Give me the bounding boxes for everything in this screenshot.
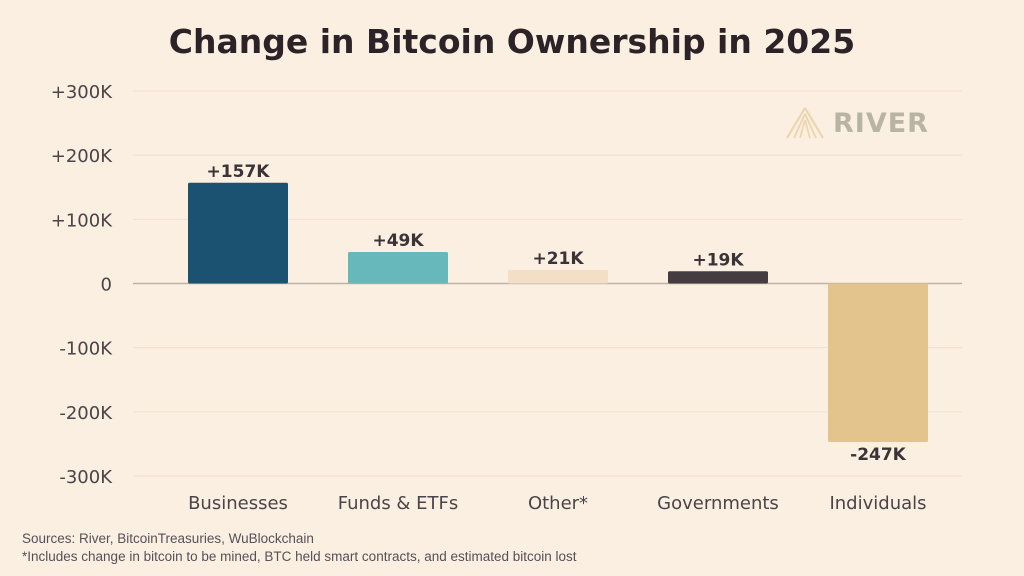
category-label: Governments: [657, 493, 779, 514]
category-label: Businesses: [188, 493, 288, 514]
bar: [828, 283, 928, 442]
data-label: +49K: [372, 231, 424, 251]
y-tick-label: -300K: [59, 467, 113, 488]
bar: [508, 270, 608, 284]
y-tick-label: +200K: [51, 146, 113, 167]
category-label: Funds & ETFs: [338, 493, 459, 514]
bar: [668, 271, 768, 284]
data-label: -247K: [850, 445, 907, 465]
y-tick-label: +100K: [51, 210, 113, 231]
brand-logo: RIVER: [785, 106, 929, 140]
sources-note: Sources: River, BitcoinTreasuries, WuBlo…: [22, 531, 314, 546]
y-tick-label: 0: [101, 275, 112, 296]
chart-title: Change in Bitcoin Ownership in 2025: [168, 22, 856, 61]
bar: [188, 182, 288, 284]
y-tick-label: -100K: [59, 339, 113, 360]
data-label: +19K: [692, 250, 744, 270]
category-label: Other*: [528, 493, 588, 514]
footnote: *Includes change in bitcoin to be mined,…: [22, 549, 577, 564]
brand-name: RIVER: [833, 107, 929, 139]
data-label: +21K: [532, 249, 584, 269]
y-tick-label: -200K: [59, 403, 113, 424]
data-label: +157K: [207, 162, 271, 182]
river-mountain-icon: [786, 107, 824, 139]
bar: [348, 252, 448, 284]
category-label: Individuals: [829, 493, 926, 514]
y-tick-label: +300K: [51, 82, 113, 103]
